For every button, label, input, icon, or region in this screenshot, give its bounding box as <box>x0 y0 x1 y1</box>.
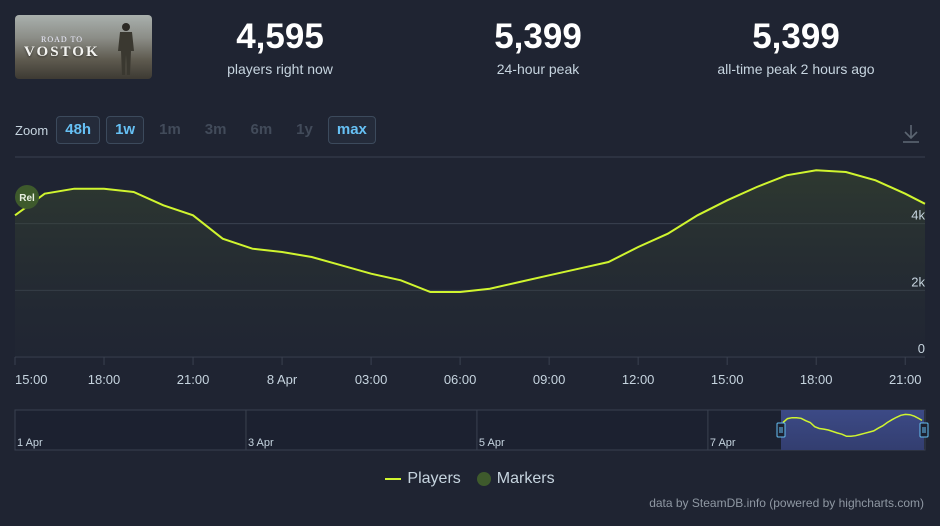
navigator-date-label: 7 Apr <box>710 437 736 449</box>
y-tick-label: 4k <box>911 208 925 223</box>
x-tick-label: 09:00 <box>533 372 566 387</box>
navigator-line <box>782 413 923 438</box>
game-title-small: ROAD TO <box>41 35 84 44</box>
players-area <box>15 170 925 357</box>
markers-dot-swatch <box>476 472 491 486</box>
chart-legend: Players Markers <box>0 470 940 488</box>
x-tick-label: 21:00 <box>177 372 210 387</box>
x-tick-label: 18:00 <box>800 372 833 387</box>
legend-markers-label: Markers <box>496 470 555 487</box>
download-icon[interactable] <box>902 124 920 144</box>
game-thumbnail[interactable]: ROAD TO VOSTOK <box>15 15 152 79</box>
legend-item-markers[interactable]: Markers <box>476 470 555 488</box>
stat-all-time-peak: 5,399 all-time peak 2 hours ago <box>686 17 906 78</box>
zoom-1y-button[interactable]: 1y <box>296 121 313 138</box>
zoom-6m-button[interactable]: 6m <box>250 121 273 138</box>
x-tick-label: 03:00 <box>355 372 388 387</box>
y-tick-label: 0 <box>918 341 925 356</box>
stat-current-players: 4,595 players right now <box>170 17 390 78</box>
x-tick-label: 15:00 <box>711 372 744 387</box>
zoom-48h-button[interactable]: 48h <box>56 116 101 144</box>
x-tick-label: 12:00 <box>622 372 655 387</box>
players-line-swatch <box>385 478 402 480</box>
zoom-bar: Zoom 48h 1w 1m 3m 6m 1y max <box>15 116 382 144</box>
players-line <box>14 169 926 293</box>
navigator-right-handle[interactable] <box>919 422 929 438</box>
navigator-date-label: 1 Apr <box>17 437 43 449</box>
x-tick-label: 8 Apr <box>267 372 298 387</box>
navigator-selected-range[interactable] <box>781 410 924 450</box>
zoom-max-button[interactable]: max <box>327 116 376 144</box>
x-tick-label: 15:00 <box>15 372 48 387</box>
x-tick-label: 06:00 <box>444 372 477 387</box>
stat-label: all-time peak 2 hours ago <box>717 61 875 77</box>
zoom-1m-button[interactable]: 1m <box>159 121 181 138</box>
y-tick-label: 2k <box>911 274 925 289</box>
legend-item-players[interactable]: Players <box>385 470 461 488</box>
chart-credit[interactable]: data by SteamDB.info (powered by highcha… <box>649 496 924 510</box>
release-marker-label: Rel <box>19 193 35 204</box>
navigator[interactable]: 1 Apr 3 Apr 5 Apr 7 Apr <box>14 409 929 451</box>
stat-value: 5,399 <box>494 17 582 56</box>
game-title-big: VOSTOK <box>24 44 100 60</box>
x-tick-label: 21:00 <box>889 372 922 387</box>
navigator-date-label: 3 Apr <box>248 437 274 449</box>
stat-value: 4,595 <box>236 17 324 56</box>
x-tick-label: 18:00 <box>88 372 121 387</box>
navigator-left-handle[interactable] <box>776 422 786 438</box>
stat-value: 5,399 <box>752 17 840 56</box>
legend-players-label: Players <box>407 470 461 487</box>
soldier-figure-icon <box>118 23 134 75</box>
stat-24h-peak: 5,399 24-hour peak <box>428 17 648 78</box>
release-marker[interactable]: Rel <box>15 185 39 209</box>
stat-label: players right now <box>227 61 333 77</box>
zoom-3m-button[interactable]: 3m <box>204 121 227 138</box>
zoom-label: Zoom <box>15 122 49 138</box>
stat-label: 24-hour peak <box>496 61 580 77</box>
zoom-1w-button[interactable]: 1w <box>106 116 145 144</box>
navigator-date-label: 5 Apr <box>479 437 505 449</box>
